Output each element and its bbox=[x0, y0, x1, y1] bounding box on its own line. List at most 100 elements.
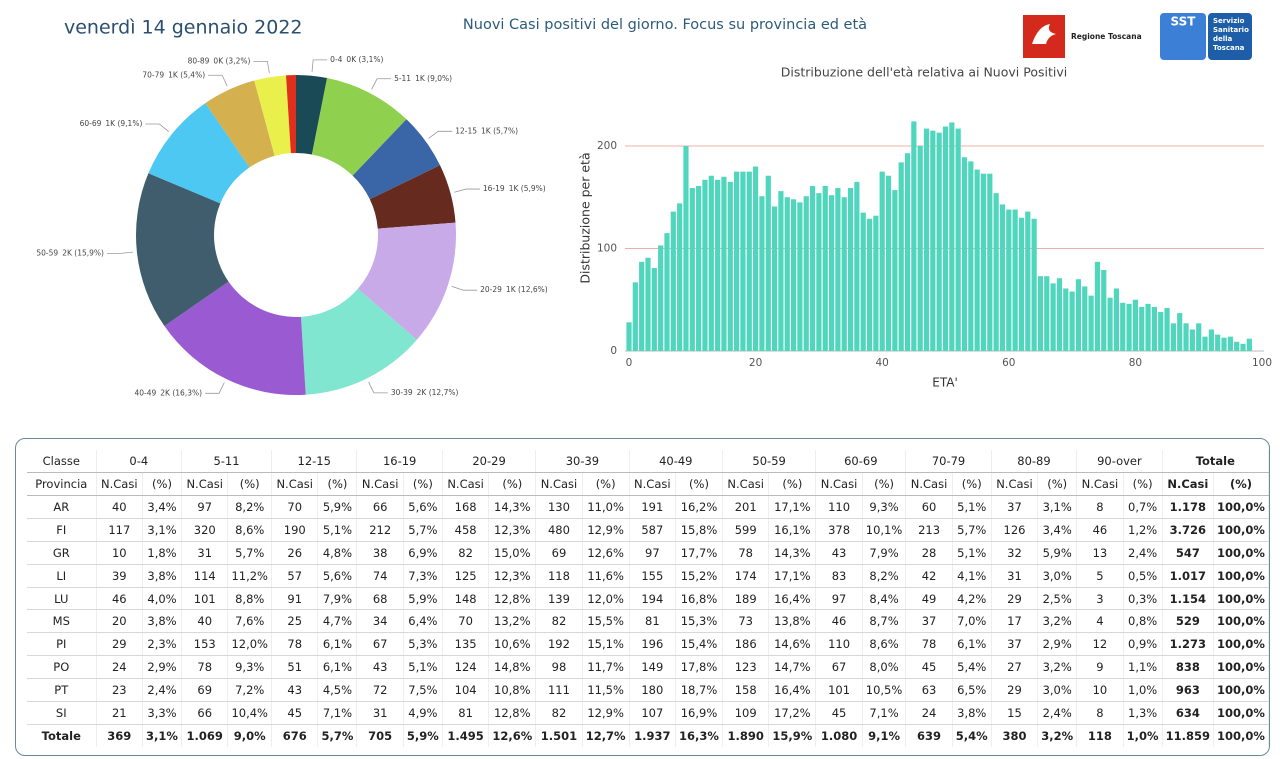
x-tick-label: 100 bbox=[1252, 357, 1272, 369]
table-cell: 0,9% bbox=[1123, 632, 1163, 657]
table-cell: 8 bbox=[1076, 701, 1124, 725]
bar bbox=[759, 196, 765, 351]
bar bbox=[1215, 334, 1221, 351]
table-cell: PI bbox=[27, 632, 97, 657]
bar bbox=[898, 162, 904, 351]
table-cell: 104 bbox=[442, 678, 490, 703]
sub-header: (%) bbox=[582, 472, 630, 496]
table-cell: 97 bbox=[181, 495, 229, 519]
sub-header: (%) bbox=[675, 472, 723, 496]
bar bbox=[955, 128, 961, 351]
table-cell: 15,5% bbox=[582, 609, 630, 634]
table-cell: 3,3% bbox=[142, 701, 182, 725]
sub-header: N.Casi bbox=[1162, 472, 1215, 496]
sub-header: (%) bbox=[317, 472, 358, 496]
table-row: PT 23 2,4% 69 7,2% 43 4,5% 72 7,5% 104 10,8% 111 11,… bbox=[27, 678, 1269, 703]
table-cell: 45 bbox=[815, 701, 863, 725]
table-cell: 1.495 bbox=[442, 724, 490, 747]
y-tick-label: 100 bbox=[597, 243, 617, 255]
slice-category: 80-89 bbox=[188, 56, 210, 65]
table-cell: 705 bbox=[356, 724, 404, 747]
table-cell: 1,0% bbox=[1123, 724, 1163, 747]
table-cell: 97 bbox=[629, 541, 677, 565]
table-cell: Totale bbox=[27, 724, 97, 747]
table-cell: 18,7% bbox=[675, 678, 723, 703]
slice-label: 50-59 2K (15,9%) bbox=[36, 248, 104, 257]
bar bbox=[708, 175, 714, 351]
logo-text: Sanitario bbox=[1213, 26, 1249, 34]
table-cell: 78 bbox=[905, 632, 953, 657]
table-row: Totale 369 3,1% 1.069 9,0% 676 5,7% 705 5,9% 1.49… bbox=[27, 724, 1269, 747]
header-row: Provincia N.Casi (%) N.Casi (%) N.Casi (%) N.Ca… bbox=[27, 472, 1269, 496]
table-cell: 15,1% bbox=[582, 632, 630, 657]
bar bbox=[822, 185, 828, 351]
table-cell: 5,7% bbox=[403, 518, 443, 542]
table-cell: 1.937 bbox=[629, 724, 677, 747]
table-cell: 12,8% bbox=[488, 701, 537, 725]
table-cell: 7,1% bbox=[862, 701, 907, 725]
table-cell: 1.501 bbox=[535, 724, 583, 747]
bar bbox=[904, 153, 911, 351]
table-cell: 110 bbox=[815, 495, 863, 519]
logo-text: Servizio bbox=[1213, 17, 1245, 25]
slice-label: 12-15 1K (5,7%) bbox=[455, 126, 518, 135]
slice-label: 80-89 0K (3,2%) bbox=[188, 56, 251, 65]
table-cell: 20 bbox=[96, 609, 144, 634]
table-cell: 5,1% bbox=[317, 518, 358, 542]
bar bbox=[854, 181, 860, 351]
donut-slice bbox=[300, 288, 417, 395]
table-cell: 963 bbox=[1162, 678, 1215, 703]
table-cell: 4,9% bbox=[403, 701, 443, 725]
bar bbox=[1177, 313, 1183, 351]
table-cell: 12,8% bbox=[488, 587, 537, 611]
table-cell: 1.080 bbox=[815, 724, 863, 747]
table-cell: 1.273 bbox=[1162, 632, 1215, 657]
table-cell: 378 bbox=[815, 518, 863, 542]
table-cell: 109 bbox=[722, 701, 770, 725]
table-cell: SI bbox=[27, 701, 97, 725]
bar bbox=[1145, 303, 1151, 351]
sub-header: N.Casi bbox=[815, 472, 863, 496]
table-cell: 17,1% bbox=[768, 564, 817, 588]
bar bbox=[1196, 323, 1202, 351]
table-cell: 91 bbox=[271, 587, 319, 611]
logo-mark bbox=[1208, 13, 1252, 60]
bar bbox=[1044, 276, 1050, 351]
table-cell: 78 bbox=[271, 632, 319, 657]
table-cell: 16,3% bbox=[675, 724, 723, 747]
bar bbox=[727, 181, 733, 351]
bar bbox=[809, 185, 816, 351]
title: Nuovi Casi positivi del giorno. Focus su… bbox=[463, 17, 867, 33]
bar bbox=[1221, 337, 1227, 351]
logo-icon bbox=[1032, 24, 1056, 44]
table-cell: 15,0% bbox=[488, 541, 537, 565]
table-cell: 114 bbox=[181, 564, 229, 588]
table-cell: 5,7% bbox=[317, 724, 358, 747]
sub-header: N.Casi bbox=[181, 472, 229, 496]
chart-title: Distribuzione dell'età relativa ai Nuovi… bbox=[781, 65, 1067, 80]
table-cell: 13 bbox=[1076, 541, 1124, 565]
slice-value: 0K (3,1%) bbox=[346, 55, 383, 64]
sub-header: (%) bbox=[403, 472, 443, 496]
sub-header: (%) bbox=[952, 472, 992, 496]
table-cell: 3,2% bbox=[1037, 724, 1078, 747]
group-header: 40-49 bbox=[629, 450, 723, 473]
table-cell: 3,8% bbox=[142, 609, 182, 634]
bar bbox=[734, 171, 740, 351]
table-cell: 5,7% bbox=[952, 518, 992, 542]
slice-category: 50-59 bbox=[36, 248, 58, 257]
bar bbox=[987, 173, 993, 351]
table-cell: 11,2% bbox=[227, 564, 272, 588]
table-cell: 23 bbox=[96, 678, 144, 703]
table-cell: 1,8% bbox=[142, 541, 182, 565]
table-cell: 180 bbox=[629, 678, 677, 703]
x-tick-label: 60 bbox=[1002, 357, 1015, 369]
table-cell: FI bbox=[27, 518, 97, 542]
table-cell: 7,5% bbox=[403, 678, 443, 703]
table-panel: Classe 0-4 5-11 12-15 16-19 20-29 30-39 40-49 50… bbox=[15, 438, 1270, 756]
sub-header: N.Casi bbox=[905, 472, 953, 496]
table-cell: 3,0% bbox=[1037, 678, 1078, 703]
table-cell: 6,4% bbox=[403, 609, 443, 634]
slice-category: 70-79 bbox=[142, 70, 164, 79]
